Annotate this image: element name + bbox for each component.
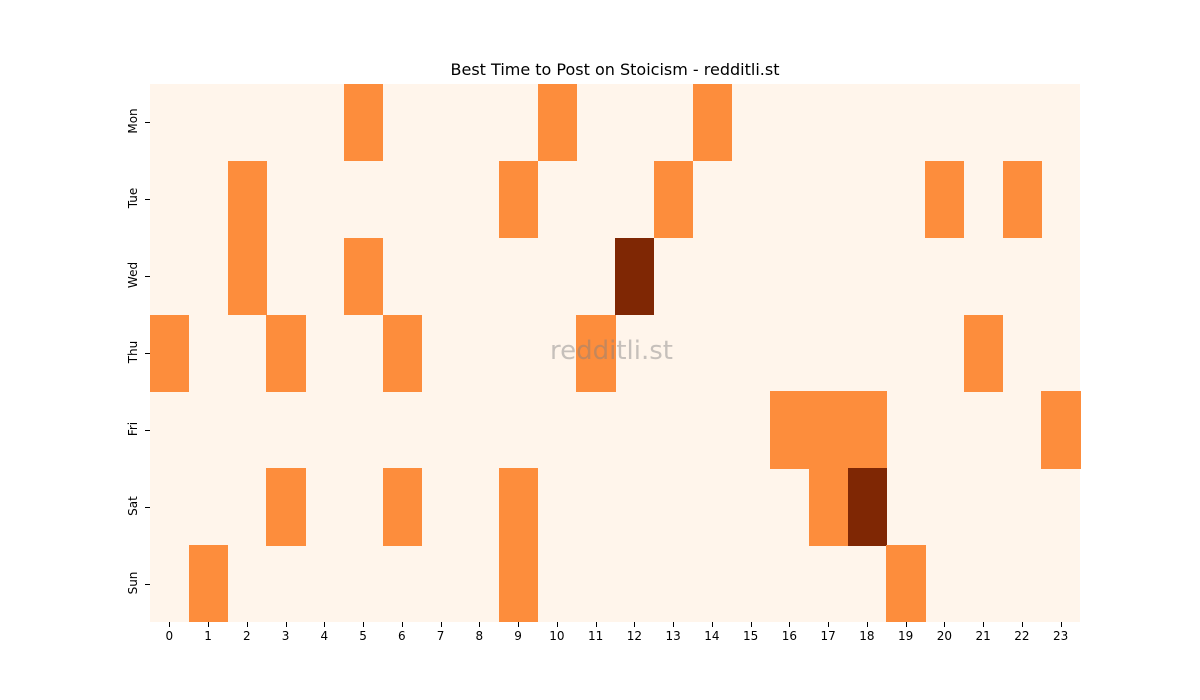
heatmap-cell <box>808 391 848 469</box>
heatmap-cell <box>498 545 538 623</box>
x-tick-label: 2 <box>243 629 251 643</box>
x-tick-label: 7 <box>436 629 445 643</box>
y-tick-label: Thu <box>126 340 140 364</box>
heatmap-cell <box>266 468 306 546</box>
heatmap-cell <box>343 237 383 316</box>
x-tick-label: 20 <box>936 629 953 643</box>
x-tick-label: 10 <box>549 629 565 643</box>
x-tick <box>673 622 675 627</box>
x-tick-label: 12 <box>626 629 643 643</box>
x-tick <box>789 622 791 627</box>
x-tick <box>983 622 985 627</box>
y-tick <box>145 199 150 201</box>
heatmap-cell <box>498 468 538 546</box>
x-tick-label: 21 <box>975 629 991 643</box>
heatmap-cell <box>925 160 965 239</box>
heatmap-cell <box>808 468 848 546</box>
x-tick <box>246 622 248 627</box>
heatmap-cell <box>382 314 422 392</box>
x-tick-label: 4 <box>320 629 329 643</box>
x-tick <box>634 622 636 627</box>
x-tick <box>595 622 597 627</box>
heatmap-cell <box>615 237 655 316</box>
heatmap-cell <box>692 84 732 162</box>
y-tick <box>145 429 150 431</box>
x-tick <box>556 622 558 627</box>
y-tick-label: Sat <box>126 495 140 516</box>
x-tick <box>905 622 907 627</box>
x-tick-label: 8 <box>475 629 484 643</box>
x-tick <box>518 622 520 627</box>
x-tick <box>1060 622 1062 627</box>
watermark: redditli.st <box>550 336 673 366</box>
x-tick <box>750 622 752 627</box>
heatmap-cell <box>847 468 887 546</box>
y-tick <box>145 506 150 508</box>
x-tick-label: 18 <box>859 629 875 643</box>
heatmap-cell <box>266 314 306 392</box>
heatmap-grid <box>150 84 1081 623</box>
y-tick <box>145 122 150 124</box>
x-tick-label: 19 <box>897 629 914 643</box>
x-tick <box>208 622 210 627</box>
y-tick-label: Sun <box>126 571 140 594</box>
heatmap-cell <box>576 314 616 392</box>
x-tick <box>1021 622 1023 627</box>
x-tick-label: 23 <box>1052 629 1069 643</box>
x-tick-label: 11 <box>587 629 604 643</box>
x-tick <box>169 622 171 627</box>
y-tick <box>145 353 150 354</box>
x-tick-label: 5 <box>359 629 367 643</box>
heatmap-cell <box>653 160 693 239</box>
heatmap-cell <box>1041 391 1081 469</box>
x-tick-label: 6 <box>398 629 406 643</box>
heatmap-cell <box>188 545 228 623</box>
heatmap-cell <box>1002 160 1042 239</box>
x-tick <box>401 622 403 627</box>
y-tick-label: Mon <box>126 108 140 135</box>
heatmap-cell <box>886 545 926 623</box>
heatmap-cell <box>382 468 422 546</box>
x-tick <box>324 622 326 627</box>
x-tick <box>711 622 713 627</box>
heatmap-cell <box>963 314 1003 392</box>
x-tick-label: 16 <box>781 629 798 643</box>
x-tick <box>866 622 868 627</box>
x-tick <box>440 622 442 627</box>
heatmap-cell <box>150 314 190 392</box>
x-tick-label: 0 <box>165 629 174 643</box>
y-tick-label: Fri <box>126 421 140 436</box>
x-tick-label: 14 <box>704 629 720 643</box>
x-tick <box>363 622 365 627</box>
chart-title: Best Time to Post on Stoicism - redditli… <box>450 60 780 79</box>
heatmap-cell <box>770 391 810 469</box>
x-tick <box>479 622 481 627</box>
heatmap-cell <box>498 160 538 239</box>
x-tick-label: 9 <box>514 629 522 643</box>
y-tick <box>145 276 150 278</box>
heatmap-cell <box>847 391 887 469</box>
x-tick-label: 1 <box>204 629 212 643</box>
x-tick-label: 15 <box>742 629 759 643</box>
x-tick <box>828 622 830 627</box>
y-tick-label: Wed <box>126 262 140 289</box>
heatmap-cell <box>227 237 267 316</box>
x-tick-label: 3 <box>281 629 290 643</box>
x-tick-label: 17 <box>820 629 836 643</box>
x-tick <box>285 622 287 627</box>
heatmap-cell <box>227 160 267 239</box>
y-tick-label: Tue <box>126 188 140 209</box>
heatmap-cell <box>537 84 577 162</box>
heatmap-cell <box>343 84 383 162</box>
x-tick-label: 22 <box>1014 629 1030 643</box>
y-tick <box>145 583 150 585</box>
x-tick <box>944 622 946 627</box>
x-tick-label: 13 <box>665 629 681 643</box>
